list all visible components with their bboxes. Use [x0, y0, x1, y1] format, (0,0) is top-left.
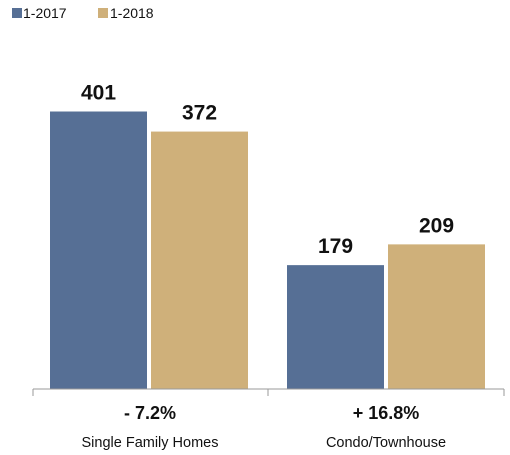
data-label-single-family-homes-1-2018: 372 — [182, 102, 217, 125]
category-label-condo: Condo/Townhouse — [326, 435, 446, 451]
data-label-single-family-homes-1-2017: 401 — [81, 82, 116, 105]
change-label-single-family: - 7.2% — [124, 403, 176, 423]
bar-condo-townhouse-1-2017 — [287, 265, 384, 389]
bar-single-family-homes-1-2018 — [151, 131, 248, 390]
value-labels-group: 401 372 179 209 — [81, 82, 454, 259]
bar-single-family-homes-1-2017 — [50, 111, 147, 390]
category-labels: Single Family Homes Condo/Townhouse — [82, 435, 447, 451]
change-labels: - 7.2% + 16.8% — [124, 403, 419, 423]
change-label-condo: + 16.8% — [353, 403, 420, 423]
legend-swatch-1-2018 — [98, 8, 108, 18]
data-label-condo-townhouse-1-2017: 179 — [318, 235, 353, 258]
legend-label-1-2018: 1-2018 — [110, 5, 154, 21]
bar-condo-townhouse-1-2018 — [388, 244, 485, 389]
category-label-single-family: Single Family Homes — [82, 435, 219, 451]
bars-group — [50, 111, 485, 390]
legend: 1-2017 1-2018 — [12, 5, 154, 21]
legend-label-1-2017: 1-2017 — [23, 5, 67, 21]
data-label-condo-townhouse-1-2018: 209 — [419, 214, 454, 237]
legend-swatch-1-2017 — [12, 8, 22, 18]
